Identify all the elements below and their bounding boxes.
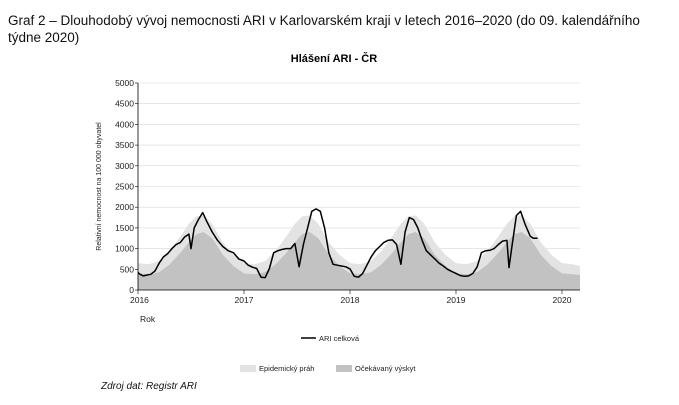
x-tick-label-2018: 2018 <box>341 295 360 305</box>
area-series <box>138 215 580 290</box>
x-tick-label-2019: 2019 <box>447 295 466 305</box>
legend-swatch-threshold <box>240 365 256 372</box>
legend-label-threshold: Epidemický práh <box>259 364 314 373</box>
x-axis-label: Rok <box>140 314 156 324</box>
y-tick-label-2000: 2000 <box>115 202 134 212</box>
y-tick-label-500: 500 <box>120 264 134 274</box>
legend-label-ari: ARI celková <box>319 334 360 343</box>
y-tick-label-1500: 1500 <box>115 223 134 233</box>
y-tick-label-1000: 1000 <box>115 244 134 254</box>
area-expected-occurrence <box>138 232 580 290</box>
y-tick-label-5000: 5000 <box>115 78 134 88</box>
legend-swatch-expected <box>336 365 352 372</box>
y-tick-label-2500: 2500 <box>115 182 134 192</box>
area-epidemic-threshold <box>138 215 580 290</box>
x-tick-label-2017: 2017 <box>235 295 254 305</box>
x-tick-label-2016: 2016 <box>130 295 149 305</box>
x-tick-label-2020: 2020 <box>553 295 572 305</box>
y-tick-label-0: 0 <box>129 285 134 295</box>
y-tick-label-4000: 4000 <box>115 119 134 129</box>
document-heading: Graf 2 – Dlouhodobý vývoj nemocnosti ARI… <box>8 13 640 45</box>
line-series <box>137 208 538 279</box>
data-source: Zdroj dat: Registr ARI <box>101 381 197 392</box>
legend-label-expected: Očekávaný výskyt <box>355 364 416 373</box>
y-tick-label-4500: 4500 <box>115 99 134 109</box>
line-ari-total <box>137 208 538 279</box>
x-tick-labels: 2016 2017 2018 2019 2020 <box>130 290 572 305</box>
y-tick-label-3000: 3000 <box>115 161 134 171</box>
y-tick-label-3500: 3500 <box>115 140 134 150</box>
y-axis-label: Relativní nemocnost na 100 000 obyvatel <box>96 122 103 251</box>
chart-title: Hlášení ARI - ČR <box>291 52 377 65</box>
legend: ARI celková Epidemický práh Očekávaný výsk… <box>240 334 416 373</box>
